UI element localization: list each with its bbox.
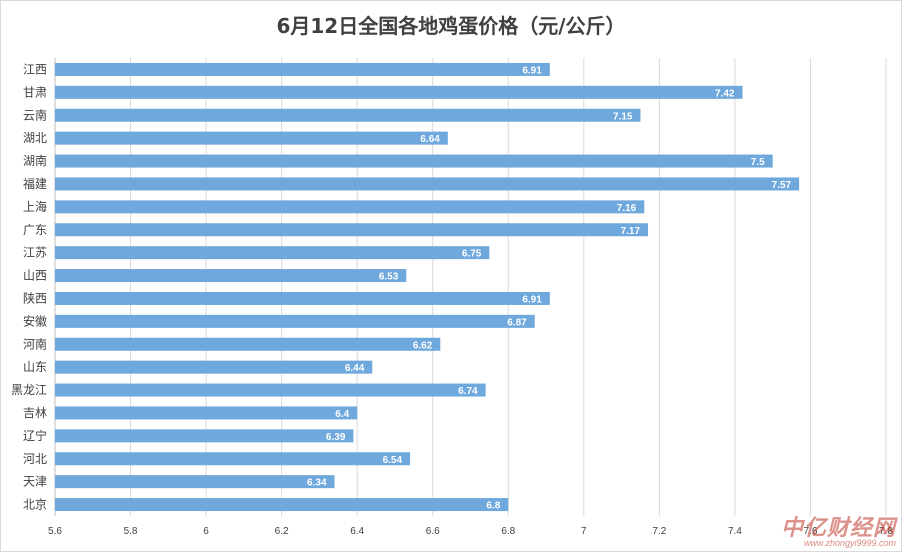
category-label: 河南 (23, 336, 47, 351)
x-tick-label: 6 (203, 526, 209, 537)
bar (55, 429, 354, 443)
data-label: 7.5 (751, 157, 765, 168)
bar (55, 475, 335, 489)
data-label: 7.17 (621, 226, 641, 237)
category-label: 云南 (23, 107, 47, 122)
bar (55, 406, 358, 420)
category-label: 山东 (23, 360, 47, 374)
bar (55, 108, 641, 122)
category-label: 天津 (23, 475, 47, 489)
category-label: 安徽 (23, 313, 47, 328)
category-label: 湖南 (23, 153, 47, 168)
data-label: 6.64 (420, 134, 440, 145)
category-label: 湖北 (23, 130, 47, 145)
category-label: 陕西 (23, 290, 47, 305)
x-tick-label: 6.8 (501, 526, 515, 537)
bar (55, 314, 535, 328)
category-label: 广东 (23, 223, 47, 237)
data-label: 6.87 (507, 317, 527, 328)
x-tick-label: 7.6 (804, 526, 818, 537)
bar (55, 62, 550, 76)
bar (55, 498, 509, 512)
data-label: 6.91 (522, 65, 542, 76)
data-label: 6.75 (462, 249, 482, 260)
category-label: 上海 (23, 199, 47, 214)
x-tick-label: 7 (581, 526, 587, 537)
data-label: 6.8 (486, 501, 500, 512)
x-tick-label: 5.6 (48, 526, 62, 537)
data-label: 6.34 (307, 478, 327, 489)
category-label: 黑龙江 (11, 383, 47, 397)
category-label: 山西 (23, 269, 47, 283)
data-label: 6.54 (383, 455, 403, 466)
bar (55, 200, 645, 214)
data-label: 6.91 (522, 294, 542, 305)
data-label: 7.16 (617, 203, 637, 214)
category-label: 福建 (23, 176, 47, 191)
chart-title: 6月12日全国各地鸡蛋价格（元/公斤） (276, 14, 626, 38)
bar (55, 223, 649, 237)
x-tick-label: 7.4 (728, 526, 742, 537)
watermark-logo: 中亿财经网 (780, 516, 896, 541)
data-label: 6.53 (379, 272, 399, 283)
data-label: 6.44 (345, 363, 365, 374)
category-label: 河北 (23, 452, 47, 466)
bar (55, 154, 773, 168)
category-label: 辽宁 (23, 428, 47, 443)
x-tick-label: 6.2 (275, 526, 289, 537)
x-tick-label: 7.8 (879, 526, 893, 537)
data-label: 6.4 (335, 409, 349, 420)
category-label: 甘肃 (23, 85, 47, 99)
category-label: 吉林 (23, 406, 47, 420)
data-label: 6.39 (326, 432, 346, 443)
bar (55, 131, 448, 145)
data-label: 7.42 (715, 88, 735, 99)
bar (55, 337, 441, 351)
category-label: 江西 (23, 62, 47, 76)
data-label: 6.62 (413, 340, 433, 351)
bar (55, 291, 550, 305)
bar (55, 269, 407, 283)
category-label: 江苏 (23, 246, 47, 260)
x-tick-label: 6.4 (350, 526, 364, 537)
bar (55, 452, 411, 466)
bar (55, 85, 743, 99)
category-label: 北京 (23, 498, 47, 512)
x-tick-label: 5.8 (124, 526, 138, 537)
bar (55, 360, 373, 374)
bar (55, 383, 486, 397)
bar (55, 177, 800, 191)
data-label: 6.74 (458, 386, 478, 397)
data-label: 7.57 (772, 180, 792, 191)
x-tick-label: 6.6 (426, 526, 440, 537)
watermark: 中亿财经网 www.zhongyi9999.com (781, 510, 896, 548)
bar (55, 246, 490, 260)
x-tick-label: 7.2 (652, 526, 666, 537)
data-label: 7.15 (613, 111, 633, 122)
watermark-url: www.zhongyi9999.com (803, 538, 896, 548)
